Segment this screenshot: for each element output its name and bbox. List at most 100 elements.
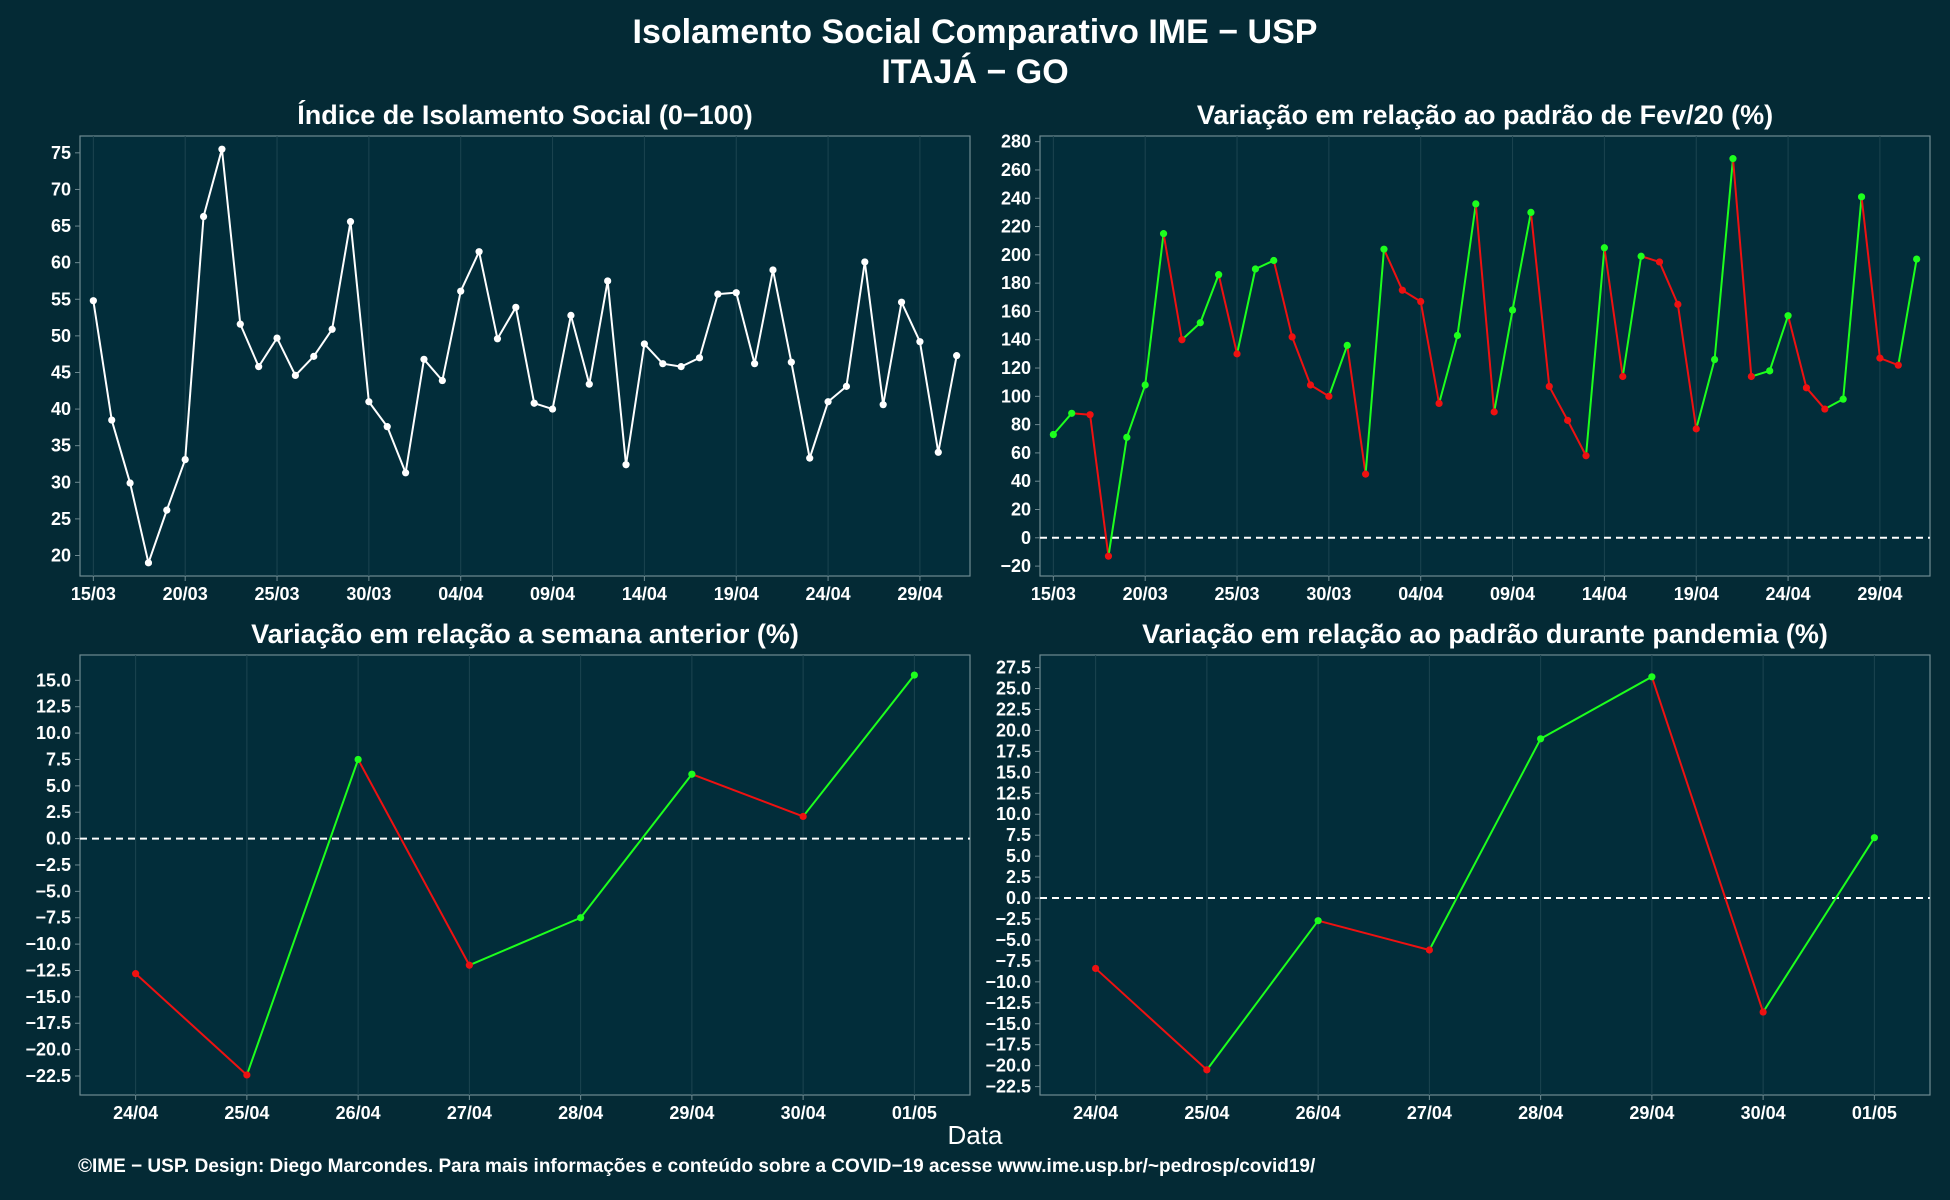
x-tick-label: 20/03 (163, 584, 208, 604)
y-tick-label: −10.0 (985, 972, 1031, 992)
series-segment (1658, 261, 1679, 305)
y-tick-label: 160 (1001, 301, 1031, 321)
series-segment (496, 306, 517, 340)
series-segment (478, 251, 499, 340)
series-segment (1383, 248, 1404, 291)
y-tick-label: 40 (51, 399, 71, 419)
data-point (688, 770, 696, 778)
data-point (144, 559, 153, 567)
x-tick-label: 01/05 (892, 1103, 937, 1123)
data-point (897, 298, 906, 306)
data-point (1092, 964, 1100, 973)
data-point (1857, 193, 1866, 201)
y-tick-label: 7.5 (1006, 825, 1031, 845)
data-point (438, 376, 446, 385)
series-segment (1695, 359, 1716, 430)
y-tick-label: −22.5 (25, 1066, 71, 1086)
y-tick-label: 65 (51, 216, 71, 236)
data-point (1766, 367, 1774, 375)
plot-area (79, 654, 971, 1096)
panel-title: Índice de Isolamento Social (0−100) (297, 99, 752, 130)
series-segment (1438, 335, 1459, 404)
data-point (861, 258, 869, 266)
y-tick-label: 35 (51, 436, 71, 456)
y-tick-label: 5.0 (1006, 846, 1031, 866)
y-tick-label: −20 (1000, 556, 1031, 576)
plot-area (1039, 135, 1931, 577)
y-tick-label: −7.5 (995, 951, 1031, 971)
series-segment (1603, 247, 1624, 377)
series-segment (606, 280, 628, 465)
data-point (512, 303, 520, 311)
data-point (1648, 673, 1656, 681)
series-segment (1768, 315, 1790, 372)
data-point (1619, 372, 1627, 381)
series-segment (1566, 419, 1587, 457)
series-segment (1713, 158, 1734, 360)
main-title: Isolamento Social Comparativo IME − USP (632, 13, 1318, 51)
series-segment (1327, 345, 1349, 397)
series-segment (827, 385, 848, 403)
series-segment (569, 315, 591, 385)
x-tick-label: 29/04 (669, 1103, 714, 1123)
series-segment (129, 482, 150, 564)
series-segment (579, 773, 693, 919)
series-segment (1317, 919, 1430, 951)
y-tick-label: 100 (1001, 386, 1031, 406)
x-tick-label: 04/04 (1398, 584, 1443, 604)
y-tick-label: 7.5 (46, 749, 71, 769)
series-segment (110, 419, 132, 484)
panel-title: Variação em relação a semana anterior (%… (251, 619, 799, 649)
x-tick-label: 25/03 (255, 584, 300, 604)
series-segment (1272, 260, 1294, 338)
data-point (1104, 552, 1113, 560)
data-point (1453, 331, 1462, 340)
data-point (1784, 312, 1792, 320)
series-segment (845, 261, 866, 387)
data-point (493, 335, 502, 343)
y-tick-label: 45 (51, 362, 71, 382)
data-point (1343, 341, 1351, 349)
data-point (108, 416, 116, 424)
data-point (1655, 258, 1664, 266)
series-segment (1650, 676, 1765, 1013)
y-tick-label: 5.0 (46, 776, 71, 796)
data-point (1435, 399, 1443, 407)
series-segment (312, 328, 333, 357)
footer-credits: ©IME − USP. Design: Diego Marcondes. Par… (78, 1156, 1316, 1177)
plot-area (1039, 654, 1931, 1096)
series-segment (459, 251, 480, 292)
data-point (1215, 271, 1223, 279)
data-point (1564, 416, 1572, 424)
data-point (622, 461, 630, 469)
data-point (1472, 200, 1480, 208)
y-tick-label: 200 (1001, 245, 1031, 265)
series-segment (1787, 315, 1808, 389)
series-segment (735, 292, 756, 364)
data-point (1178, 336, 1186, 344)
series-segment (147, 509, 168, 564)
data-point (530, 399, 538, 407)
data-point (126, 479, 134, 487)
x-tick-label: 30/04 (781, 1103, 826, 1123)
data-point (1821, 405, 1829, 413)
series-segment (386, 426, 407, 474)
series-segment (1731, 158, 1753, 377)
data-point (1674, 300, 1682, 308)
series-segment (220, 149, 242, 325)
data-point (328, 325, 336, 333)
series-segment (1540, 675, 1653, 740)
data-point (659, 360, 667, 368)
data-point (1314, 917, 1322, 925)
y-tick-label: 0.0 (46, 829, 71, 849)
series-segment (1805, 387, 1826, 410)
panel-title: Variação em relação ao padrão durante pa… (1142, 619, 1828, 649)
x-tick-label: 25/04 (224, 1103, 269, 1123)
series-segment (588, 280, 609, 385)
series-segment (802, 674, 916, 818)
y-tick-label: 20.0 (996, 720, 1031, 740)
data-point (1692, 425, 1700, 433)
data-point (567, 311, 575, 319)
x-tick-label: 30/03 (1306, 584, 1351, 604)
series-segment (1181, 322, 1201, 341)
